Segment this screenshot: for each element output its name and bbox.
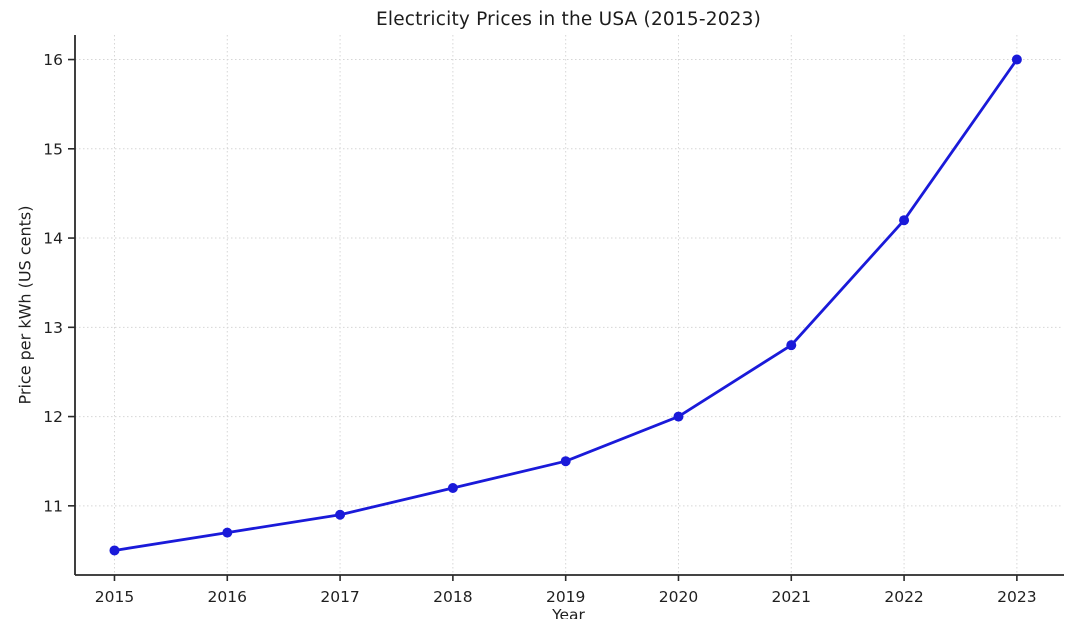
data-point-2015 — [109, 545, 120, 556]
data-point-2021 — [786, 340, 797, 351]
x-tick-label: 2015 — [95, 588, 134, 606]
x-tick-label: 2023 — [997, 588, 1036, 606]
y-tick-label: 11 — [43, 497, 63, 515]
y-tick-label: 14 — [43, 230, 63, 248]
y-tick-label: 12 — [43, 408, 63, 426]
chart-title: Electricity Prices in the USA (2015-2023… — [375, 9, 762, 30]
y-tick-label: 13 — [43, 319, 63, 337]
x-tick-label: 2019 — [546, 588, 585, 606]
x-tick-label: 2020 — [659, 588, 698, 606]
x-axis-label: Year — [552, 606, 585, 619]
x-tick-label: 2018 — [433, 588, 472, 606]
data-point-2023 — [1011, 54, 1022, 65]
x-tick-label: 2022 — [884, 588, 923, 606]
data-point-2017 — [335, 509, 346, 520]
y-tick-label: 15 — [43, 140, 63, 158]
data-point-2022 — [899, 215, 910, 226]
data-point-2018 — [447, 482, 458, 493]
x-tick-label: 2016 — [208, 588, 247, 606]
data-point-2016 — [222, 527, 233, 538]
y-tick-label: 16 — [43, 51, 63, 69]
data-point-2020 — [673, 411, 684, 422]
price-series-line — [113, 58, 1019, 552]
data-point-2019 — [560, 456, 571, 467]
x-tick-label: 2021 — [772, 588, 811, 606]
x-tick-label: 2017 — [320, 588, 359, 606]
